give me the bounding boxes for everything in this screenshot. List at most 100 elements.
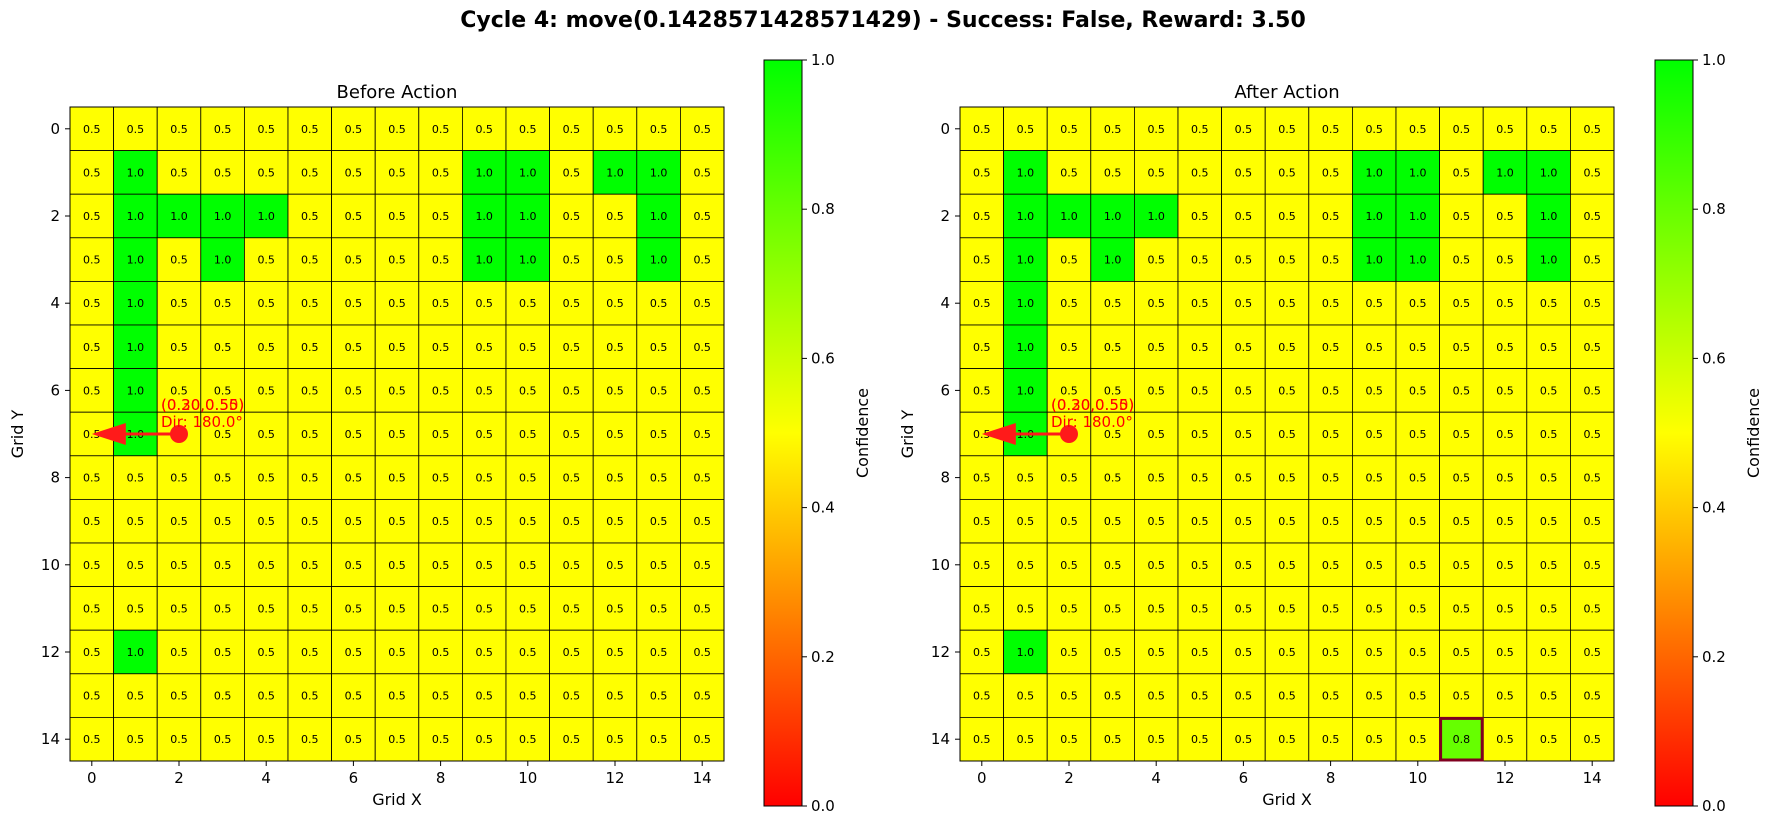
- cell-value-label: 0.5: [1496, 733, 1514, 746]
- cell-value-label: 0.5: [301, 472, 319, 485]
- plot-frame: [959, 106, 1615, 762]
- heatmap-cell: [1177, 498, 1222, 544]
- heatmap-cell: [505, 193, 550, 239]
- heatmap-cell: [959, 324, 1004, 369]
- heatmap-cell: [549, 368, 594, 413]
- heatmap-cell: [243, 498, 289, 544]
- heatmap-cell: [1352, 542, 1397, 587]
- cell-value-label: 0.5: [1278, 472, 1296, 485]
- cell-value-label: 0.5: [1365, 123, 1383, 136]
- heatmap-cell: [1003, 193, 1048, 239]
- colorbar-tick-label: 0.2: [811, 648, 835, 666]
- cell-value-label: 0.5: [1104, 472, 1122, 485]
- y-tick-label: 2: [940, 207, 950, 225]
- cell-value-label: 0.5: [1017, 602, 1035, 615]
- cell-value-label: 0.5: [1060, 733, 1078, 746]
- heatmap-cell: [680, 717, 725, 762]
- cell-value-label: 0.5: [1060, 472, 1078, 485]
- cell-value-label: 0.5: [1496, 341, 1514, 354]
- cell-value-label: 0.5: [1540, 515, 1558, 528]
- cell-value-label: 0.5: [214, 690, 232, 703]
- cell-value-label: 0.5: [388, 515, 406, 528]
- cell-value-label: 0.5: [1191, 210, 1209, 223]
- heatmap-cell: [1439, 193, 1484, 239]
- cell-value-label: 0.5: [1365, 733, 1383, 746]
- heatmap-cell: [1526, 150, 1571, 195]
- colorbar-tick-label: 0.2: [1702, 648, 1726, 666]
- cell-value-label: 1.0: [475, 254, 493, 267]
- heatmap-cell: [1308, 324, 1353, 369]
- cell-value-label: 1.0: [1017, 210, 1035, 223]
- cell-value-label: 0.5: [1322, 472, 1340, 485]
- heatmap-cell: [1395, 150, 1440, 195]
- cell-value-label: 0.5: [973, 472, 991, 485]
- cell-value-label: 1.0: [127, 384, 145, 397]
- heatmap-cell: [200, 498, 245, 544]
- heatmap-cell: [636, 717, 681, 762]
- heatmap-cell: [331, 368, 376, 413]
- heatmap-cell: [1046, 673, 1092, 718]
- cell-value-label: 0.5: [432, 602, 450, 615]
- cell-value-label: 0.5: [693, 602, 711, 615]
- cell-value-label: 0.5: [301, 166, 319, 179]
- x-tick-label: 14: [1583, 769, 1602, 787]
- cell-value-label: 0.5: [257, 472, 275, 485]
- y-tick-label: 0: [50, 120, 60, 138]
- cell-value-label: 0.5: [388, 123, 406, 136]
- cell-value-label: 0.5: [650, 428, 668, 441]
- heatmap-cell: [549, 673, 594, 718]
- cell-value-label: 0.5: [475, 472, 493, 485]
- cell-value-label: 0.5: [1147, 559, 1165, 572]
- colorbar-tick-label: 0.8: [1702, 200, 1726, 218]
- heatmap-cell: [418, 368, 463, 413]
- heatmap-cell: [1395, 280, 1440, 326]
- heatmap-cell: [69, 673, 114, 718]
- cell-value-label: 0.5: [432, 166, 450, 179]
- heatmap-cell: [69, 150, 114, 195]
- heatmap-cell: [549, 455, 594, 500]
- heatmap-cell: [461, 150, 507, 195]
- heatmap-cell: [287, 717, 332, 762]
- cell-value-label: 0.5: [1409, 602, 1427, 615]
- heatmap-cell: [243, 280, 289, 326]
- cell-value-label: 0.5: [1191, 428, 1209, 441]
- heatmap-cell: [1526, 586, 1571, 631]
- cell-value-label: 0.5: [1147, 733, 1165, 746]
- heatmap-cell: [461, 368, 507, 413]
- cell-value-label: 0.5: [973, 210, 991, 223]
- cell-value-label: 1.0: [127, 166, 145, 179]
- heatmap-cell: [1439, 542, 1484, 587]
- cell-value-label: 0.5: [83, 384, 101, 397]
- heatmap-cell: [1134, 411, 1179, 457]
- cell-value-label: 0.5: [1583, 472, 1601, 485]
- cell-value-label: 0.5: [650, 515, 668, 528]
- heatmap-cell: [243, 455, 289, 500]
- heatmap-cell: [69, 106, 114, 151]
- cell-value-label: 0.5: [606, 472, 624, 485]
- cell-value-label: 0.5: [1496, 515, 1514, 528]
- cell-value-label: 0.5: [1453, 428, 1471, 441]
- heatmap-cell: [1439, 324, 1484, 369]
- heatmap-cell: [1221, 629, 1266, 675]
- cell-value-label: 0.5: [1104, 690, 1122, 703]
- cell-value-label: 0.5: [973, 646, 991, 659]
- cell-value-label: 0.5: [1540, 733, 1558, 746]
- cell-value-label: 0.5: [257, 166, 275, 179]
- cell-value-label: 0.5: [83, 515, 101, 528]
- x-tick-label: 6: [1239, 769, 1249, 787]
- heatmap-cell: [1221, 237, 1266, 282]
- heatmap-cell: [113, 150, 158, 195]
- cell-value-label: 1.0: [127, 646, 145, 659]
- heatmap-cell: [1526, 717, 1571, 762]
- cell-value-label: 0.5: [1496, 123, 1514, 136]
- cell-value-label: 0.5: [388, 384, 406, 397]
- y-axis-label: Grid Y: [898, 410, 917, 459]
- cell-value-label: 0.5: [1409, 428, 1427, 441]
- cell-value-label: 0.5: [170, 472, 188, 485]
- cell-value-label: 0.5: [345, 123, 363, 136]
- cell-value-label: 0.5: [1583, 690, 1601, 703]
- cell-value-label: 0.5: [973, 297, 991, 310]
- heatmap-cell: [374, 629, 420, 675]
- cell-value-label: 0.5: [475, 733, 493, 746]
- heatmap-cell: [1482, 455, 1528, 500]
